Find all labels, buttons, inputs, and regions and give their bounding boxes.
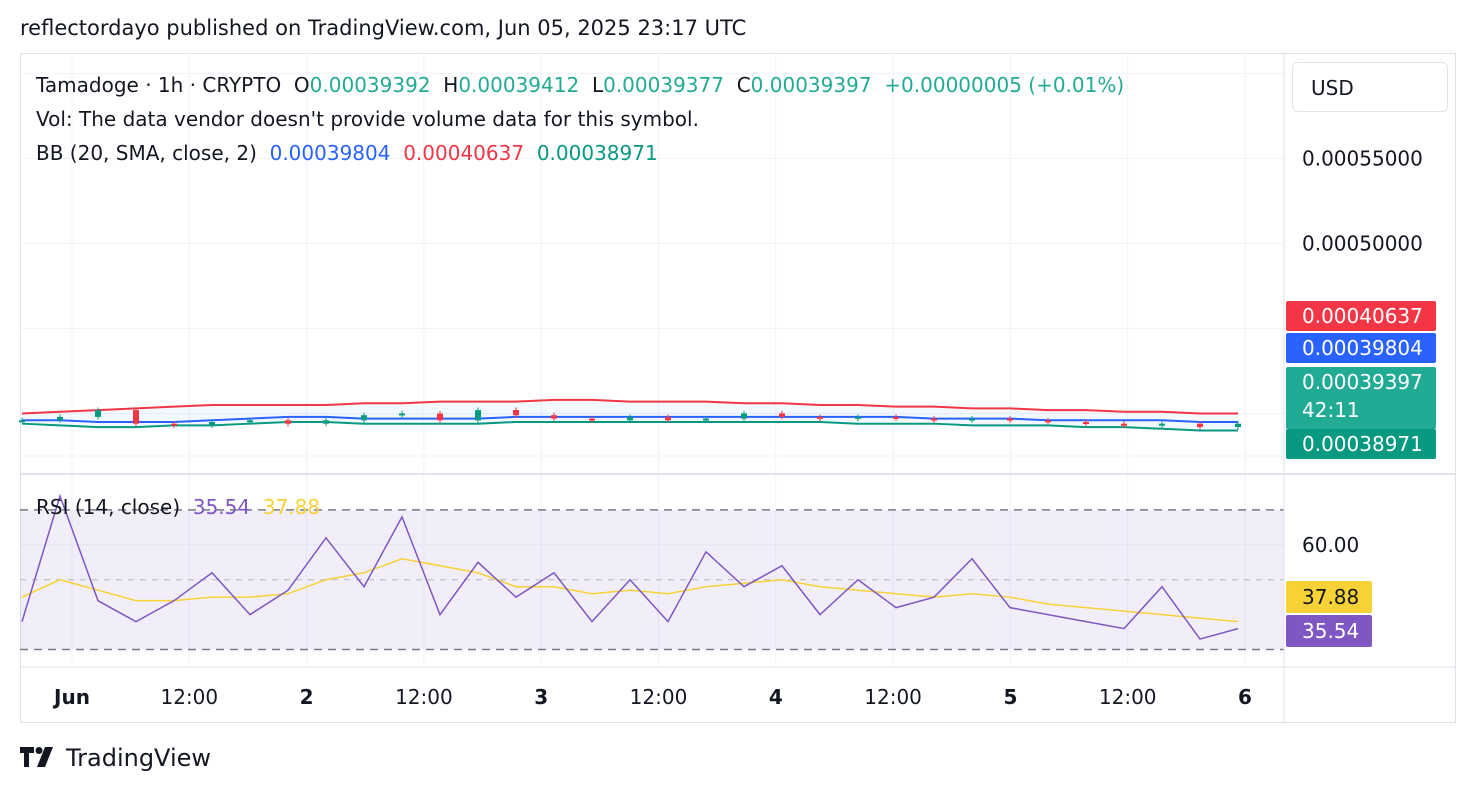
- bb-legend[interactable]: BB (20, SMA, close, 2) 0.00039804 0.0004…: [36, 141, 658, 165]
- rsi-badge: [1286, 615, 1372, 647]
- rsi-badge-label: 35.54: [1302, 619, 1359, 643]
- candle-body: [817, 416, 823, 419]
- tradingview-logo[interactable]: TradingView: [20, 744, 211, 772]
- published-line: reflectordayo published on TradingView.c…: [20, 16, 747, 40]
- axes: Jun12:00212:00312:00412:00512:0060.00060…: [20, 53, 1456, 723]
- candle-body: [323, 420, 329, 424]
- price-badge: [1286, 429, 1436, 459]
- time-tick-label: Jun: [52, 685, 90, 709]
- symbol-label[interactable]: Tamadoge · 1h · CRYPTO: [36, 73, 282, 97]
- candle-body: [969, 418, 975, 421]
- candle-body: [931, 418, 937, 421]
- time-tick-label: 5: [1003, 685, 1017, 709]
- candle-body: [1045, 420, 1051, 423]
- candle-body: [171, 423, 177, 426]
- ohlc-legend: Tamadoge · 1h · CRYPTO O0.00039392 H0.00…: [36, 73, 1124, 97]
- candle-body: [1007, 418, 1013, 421]
- candle-body: [1235, 423, 1241, 428]
- open-label: O: [293, 73, 310, 97]
- candlesticks: [19, 407, 1241, 430]
- candle-body: [95, 410, 101, 417]
- tradingview-logo-icon: [20, 747, 53, 767]
- time-tick-label: 12:00: [630, 685, 688, 709]
- price-tick-label: 0.00050000: [1302, 231, 1423, 255]
- rsi-ma-value: 37.88: [262, 495, 321, 519]
- grid-lines: [20, 53, 1284, 667]
- candle-body: [703, 418, 709, 421]
- candle-body: [665, 416, 671, 421]
- rsi-tick-label: 60.00: [1302, 533, 1359, 557]
- price-badge-label: 0.00039804: [1302, 336, 1423, 360]
- rsi-band-fill: [20, 509, 1284, 650]
- bb-basis-value: 0.00039804: [269, 141, 391, 165]
- rsi-line: [21, 493, 1239, 640]
- candle-body: [1197, 423, 1203, 428]
- candle-body: [779, 413, 785, 417]
- time-tick-label: 6: [1238, 685, 1252, 709]
- currency-selector[interactable]: USD: [1292, 62, 1448, 112]
- rsi-badge-label: 37.88: [1302, 585, 1359, 609]
- candle-body: [209, 421, 215, 426]
- rsi-ma-line: [21, 558, 1239, 623]
- price-badge-label: 0.00039397: [1302, 370, 1423, 394]
- candle-body: [437, 413, 443, 421]
- time-tick-label: 12:00: [395, 685, 453, 709]
- candle-body: [513, 410, 519, 416]
- price-badge-label: 0.00040637: [1302, 304, 1423, 328]
- bb-label: BB (20, SMA, close, 2): [36, 141, 257, 165]
- time-tick-label: 4: [769, 685, 783, 709]
- rsi-legend[interactable]: RSI (14, close) 35.54 37.88: [36, 495, 320, 519]
- price-badge: [1286, 367, 1436, 429]
- candle-body: [1083, 421, 1089, 424]
- price-badge: [1286, 333, 1436, 363]
- open-value: 0.00039392: [309, 73, 431, 97]
- bb-upper-line: [21, 398, 1238, 415]
- tradingview-name: TradingView: [66, 744, 212, 772]
- candle-body: [247, 420, 253, 423]
- chart-frame: [20, 53, 1456, 723]
- candle-body: [1159, 423, 1165, 426]
- close-label: C: [736, 73, 751, 97]
- change-value: +0.00000005 (+0.01%): [884, 73, 1125, 97]
- candle-body: [399, 413, 405, 416]
- countdown-label: 42:11: [1302, 398, 1360, 422]
- candle-body: [855, 416, 861, 419]
- candle-body: [133, 410, 139, 424]
- high-label: H: [443, 73, 459, 97]
- time-tick-label: 2: [300, 685, 314, 709]
- low-label: L: [591, 73, 604, 97]
- rsi-label: RSI (14, close): [36, 495, 181, 519]
- candle-body: [361, 415, 367, 421]
- candle-body: [57, 416, 63, 421]
- time-tick-label: 12:00: [160, 685, 218, 709]
- candle-body: [19, 420, 25, 423]
- bb-lower-value: 0.00038971: [536, 141, 658, 165]
- close-value: 0.00039397: [750, 73, 872, 97]
- price-badge-label: 0.00038971: [1302, 432, 1423, 456]
- low-value: 0.00039377: [603, 73, 724, 97]
- time-tick-label: 12:00: [864, 685, 922, 709]
- bb-upper-value: 0.00040637: [403, 141, 525, 165]
- candle-body: [627, 416, 633, 421]
- price-badge: [1286, 301, 1436, 331]
- candle-body: [1121, 423, 1127, 426]
- candle-body: [589, 418, 595, 421]
- candle-body: [893, 416, 899, 419]
- candle-body: [475, 410, 481, 421]
- time-tick-label: 12:00: [1099, 685, 1157, 709]
- time-tick-label: 3: [534, 685, 548, 709]
- high-value: 0.00039412: [458, 73, 580, 97]
- rsi-value: 35.54: [192, 495, 251, 519]
- price-tick-label: 0.00055000: [1302, 146, 1423, 170]
- rsi-pane: [20, 493, 1284, 651]
- candle-body: [741, 413, 747, 419]
- candle-body: [551, 415, 557, 419]
- candle-body: [285, 420, 291, 424]
- rsi-badge: [1286, 581, 1372, 613]
- volume-legend: Vol: The data vendor doesn't provide vol…: [36, 107, 699, 131]
